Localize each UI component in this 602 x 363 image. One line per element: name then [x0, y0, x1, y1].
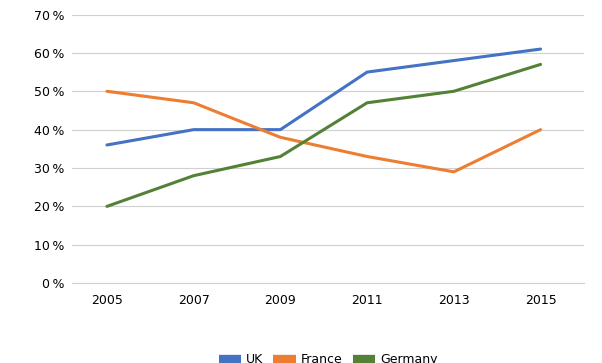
UK	[537, 47, 544, 51]
UK	[190, 127, 197, 132]
UK	[277, 127, 284, 132]
UK	[450, 58, 458, 63]
France	[364, 154, 371, 159]
Germany	[364, 101, 371, 105]
Germany	[450, 89, 458, 93]
France	[104, 89, 111, 93]
France	[450, 170, 458, 174]
France	[277, 135, 284, 139]
Line: France: France	[107, 91, 541, 172]
Germany	[537, 62, 544, 66]
UK	[364, 70, 371, 74]
Germany	[104, 204, 111, 209]
Line: Germany: Germany	[107, 64, 541, 207]
France	[190, 101, 197, 105]
UK	[104, 143, 111, 147]
Legend: UK, France, Germany: UK, France, Germany	[214, 348, 442, 363]
Line: UK: UK	[107, 49, 541, 145]
Germany	[190, 174, 197, 178]
Germany	[277, 154, 284, 159]
France	[537, 127, 544, 132]
